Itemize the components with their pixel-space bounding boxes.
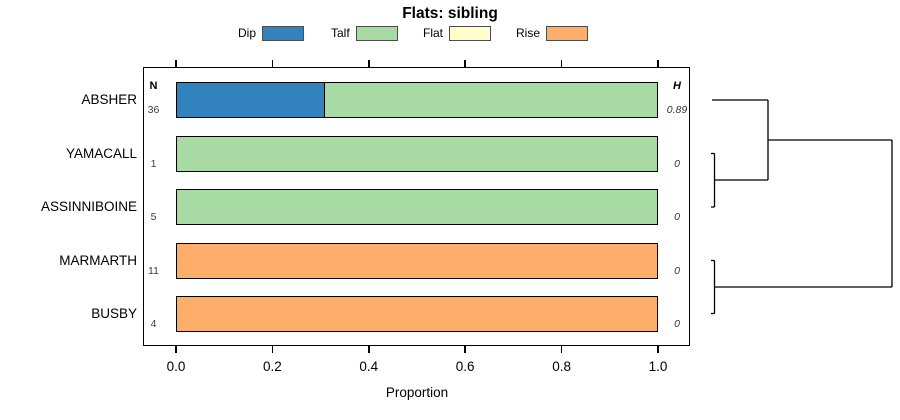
x-tick-bottom: [560, 346, 563, 353]
x-tick-bottom: [368, 346, 370, 353]
x-tick-top: [657, 60, 659, 67]
x-tick-label: 1.0: [648, 359, 668, 374]
legend-swatch: [449, 26, 492, 41]
legend-item-flat: Flat: [423, 25, 492, 42]
n-value-marmarth: 11: [148, 264, 159, 277]
bar-yamacall: [176, 135, 658, 172]
h-value-yamacall: 0: [674, 157, 680, 170]
x-tick-label: 0.8: [552, 359, 571, 374]
h-value-busby: 0: [674, 318, 680, 330]
x-tick-label: 0.6: [455, 359, 475, 374]
category-label-busby: BUSBY: [91, 306, 137, 321]
legend-label: Dip: [238, 26, 257, 40]
n-column-header: N: [149, 80, 158, 92]
x-tick-top: [560, 60, 563, 67]
x-tick-bottom: [657, 346, 659, 353]
x-tick-bottom: [271, 346, 274, 353]
legend-item-talf: Talf: [331, 25, 398, 42]
h-value-absher: 0.89: [666, 104, 688, 116]
n-value-absher: 36: [147, 104, 160, 116]
category-label-assinniboine: ASSINNIBOINE: [40, 199, 137, 214]
legend-swatch: [262, 26, 305, 41]
n-value-yamacall: 1: [150, 157, 157, 170]
x-tick-top: [368, 60, 370, 67]
segment-talf: [177, 136, 657, 171]
x-tick-top: [175, 60, 177, 67]
segment-rise: [177, 243, 657, 278]
category-label-marmarth: MARMARTH: [59, 252, 137, 268]
segment-talf: [177, 190, 657, 224]
x-tick-label: 0.0: [166, 359, 186, 374]
x-tick-label: 0.2: [263, 359, 282, 374]
legend-swatch: [355, 26, 398, 41]
n-value-assinniboine: 5: [150, 211, 157, 223]
x-axis-title: Proportion: [385, 385, 449, 400]
n-value-busby: 4: [150, 318, 157, 330]
legend-label: Talf: [331, 26, 350, 40]
x-tick-bottom: [175, 346, 177, 353]
legend-item-rise: Rise: [516, 25, 589, 42]
legend-label: Flat: [423, 26, 444, 40]
category-label-yamacall: YAMACALL: [65, 145, 137, 161]
category-label-absher: ABSHER: [81, 92, 137, 107]
bar-assinniboine: [176, 189, 658, 225]
x-tick-top: [271, 60, 274, 67]
segment-talf: [323, 83, 657, 117]
bar-absher: [176, 82, 658, 118]
segment-rise: [177, 297, 657, 331]
bar-busby: [176, 296, 658, 332]
legend-item-dip: Dip: [238, 25, 305, 42]
h-value-assinniboine: 0: [674, 211, 680, 223]
segment-dip: [177, 83, 324, 117]
legend-label: Rise: [516, 26, 541, 40]
h-column-header: H: [673, 80, 681, 92]
x-tick-top: [464, 60, 466, 67]
bar-marmarth: [176, 242, 658, 279]
chart-title: Flats: sibling: [402, 5, 498, 22]
x-tick-label: 0.4: [359, 359, 379, 374]
legend-swatch: [546, 26, 589, 41]
h-value-marmarth: 0: [674, 264, 680, 277]
x-tick-bottom: [464, 346, 466, 353]
